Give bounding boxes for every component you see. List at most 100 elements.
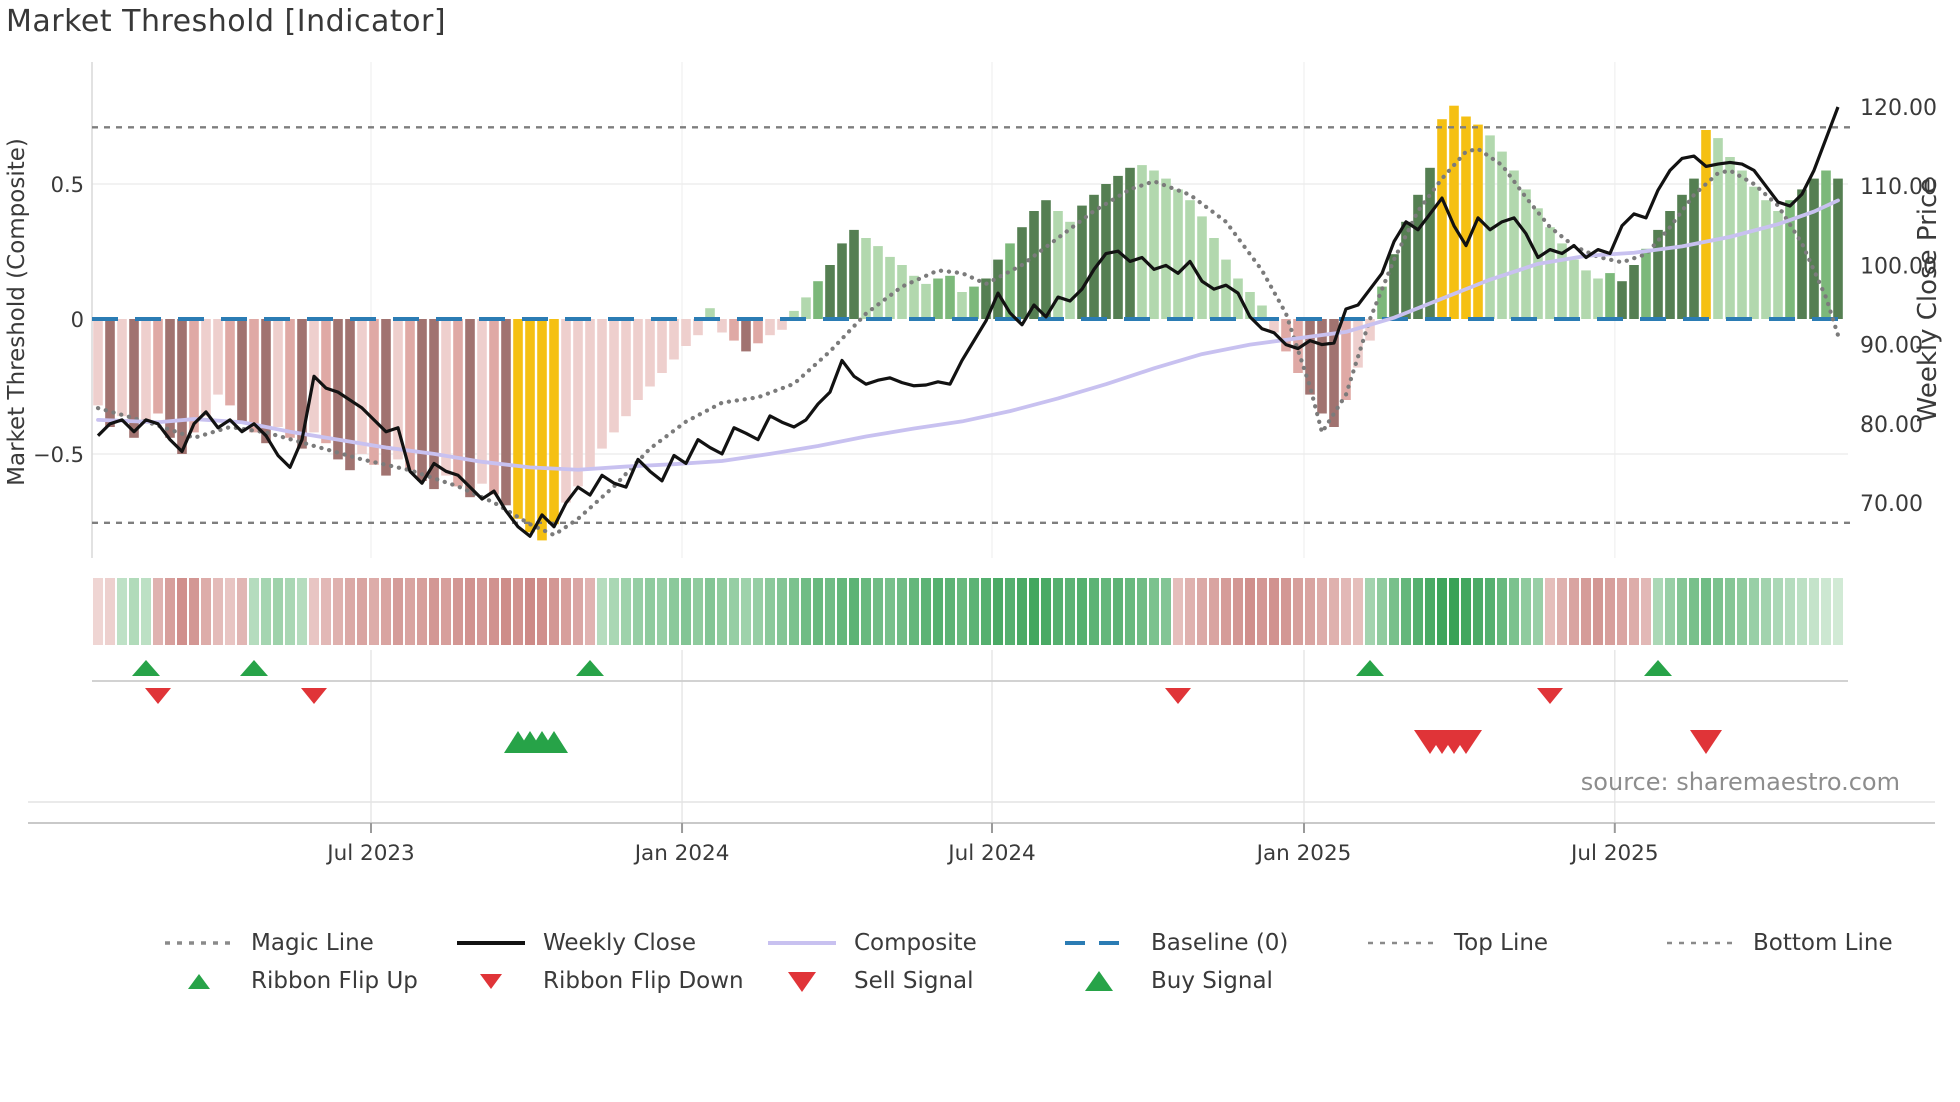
composite-bar <box>1377 286 1387 319</box>
ribbon-cell <box>1173 578 1183 645</box>
ribbon-cell <box>945 578 955 645</box>
ribbon-cell <box>813 578 823 645</box>
ribbon-cell <box>1593 578 1603 645</box>
signal-markers <box>92 660 1848 754</box>
ribbon-flip-down-icon <box>145 688 171 704</box>
composite-bar <box>1089 194 1099 319</box>
ribbon-cell <box>969 578 979 645</box>
ribbon-cell <box>1005 578 1015 645</box>
left-axis-title: Market Threshold (Composite) <box>4 138 30 486</box>
composite-bar <box>873 246 883 319</box>
composite-bar <box>1521 189 1531 319</box>
composite-bar <box>1485 135 1495 319</box>
composite-bar <box>1737 170 1747 319</box>
ribbon-cell <box>585 578 595 645</box>
x-tick-label: Jul 2025 <box>1569 841 1659 866</box>
composite-bar <box>189 319 199 433</box>
ribbon-cell <box>369 578 379 645</box>
ribbon-cell <box>1077 578 1087 645</box>
composite-bar <box>1305 319 1315 395</box>
ribbon-cell <box>1605 578 1615 645</box>
composite-bar <box>1509 170 1519 319</box>
ribbon-cell <box>633 578 643 645</box>
composite-bar <box>609 319 619 433</box>
ribbon-cell <box>225 578 235 645</box>
ribbon-flip-down-icon <box>1165 688 1191 704</box>
composite-bar <box>297 319 307 449</box>
ribbon-cell <box>1713 578 1723 645</box>
ribbon-cell <box>693 578 703 645</box>
ribbon-cell <box>1725 578 1735 645</box>
composite-bar <box>1173 189 1183 319</box>
ribbon-cell <box>1617 578 1627 645</box>
ribbon-cell <box>237 578 247 645</box>
composite-bar <box>1197 216 1207 319</box>
composite-bar <box>285 319 295 438</box>
ribbon-cell <box>333 578 343 645</box>
ribbon-cell <box>285 578 295 645</box>
ribbon-cell <box>1401 578 1411 645</box>
ribbon-cell <box>393 578 403 645</box>
ribbon-cell <box>249 578 259 645</box>
ribbon-cell <box>1785 578 1795 645</box>
ribbon-cell <box>909 578 919 645</box>
composite-bar <box>1581 270 1591 319</box>
x-tick-label: Jul 2023 <box>325 841 415 866</box>
ribbon-cell <box>117 578 127 645</box>
composite-bar <box>1689 178 1699 319</box>
ribbon-cell <box>309 578 319 645</box>
ribbon-cell <box>1281 578 1291 645</box>
ribbon-cell <box>1185 578 1195 645</box>
right-axis-title: Weekly Close Price <box>1913 178 1943 423</box>
composite-bar <box>573 319 583 487</box>
composite-bar <box>1461 116 1471 319</box>
composite-bar <box>417 319 427 481</box>
ribbon-cell <box>453 578 463 645</box>
ribbon-cell <box>801 578 811 645</box>
composite-bar <box>1773 211 1783 319</box>
left-tick-label: −0.5 <box>33 443 84 467</box>
composite-bar <box>837 243 847 319</box>
ribbon-cell <box>417 578 427 645</box>
composite-bar <box>1029 211 1039 319</box>
composite-bar <box>645 319 655 387</box>
ribbon-cell <box>993 578 1003 645</box>
ribbon-cell <box>1509 578 1519 645</box>
ribbon-cell <box>645 578 655 645</box>
ribbon-cell <box>213 578 223 645</box>
composite-bar <box>969 286 979 319</box>
composite-line <box>96 198 1840 472</box>
composite-bar <box>489 319 499 495</box>
ribbon-cell <box>621 578 631 645</box>
ribbon-cell <box>441 578 451 645</box>
composite-bar <box>813 281 823 319</box>
composite-bar <box>849 229 859 319</box>
composite-bar <box>1425 167 1435 319</box>
composite-bar <box>1269 319 1279 333</box>
ribbon-cell <box>561 578 571 645</box>
ribbon-cell <box>429 578 439 645</box>
ribbon-cell <box>1353 578 1363 645</box>
composite-bar <box>1401 221 1411 319</box>
ribbon-cell <box>729 578 739 645</box>
composite-bar <box>201 319 211 417</box>
ribbon-cell <box>1233 578 1243 645</box>
ribbon-cell <box>345 578 355 645</box>
ribbon-cell <box>753 578 763 645</box>
ribbon-cell <box>717 578 727 645</box>
composite-bar <box>501 319 511 506</box>
composite-bar <box>1569 259 1579 319</box>
ribbon-cell <box>1449 578 1459 645</box>
ribbon-cell <box>921 578 931 645</box>
composite-bar <box>1257 305 1267 319</box>
composite-bar <box>441 319 451 476</box>
composite-bar <box>1821 170 1831 319</box>
composite-bar <box>153 319 163 414</box>
composite-bar <box>1053 211 1063 319</box>
ribbon-cell <box>1797 578 1807 645</box>
ribbon-cell <box>1437 578 1447 645</box>
ribbon-cell <box>1365 578 1375 645</box>
composite-bar <box>225 319 235 406</box>
ribbon-cell <box>1425 578 1435 645</box>
composite-bar <box>513 319 523 519</box>
